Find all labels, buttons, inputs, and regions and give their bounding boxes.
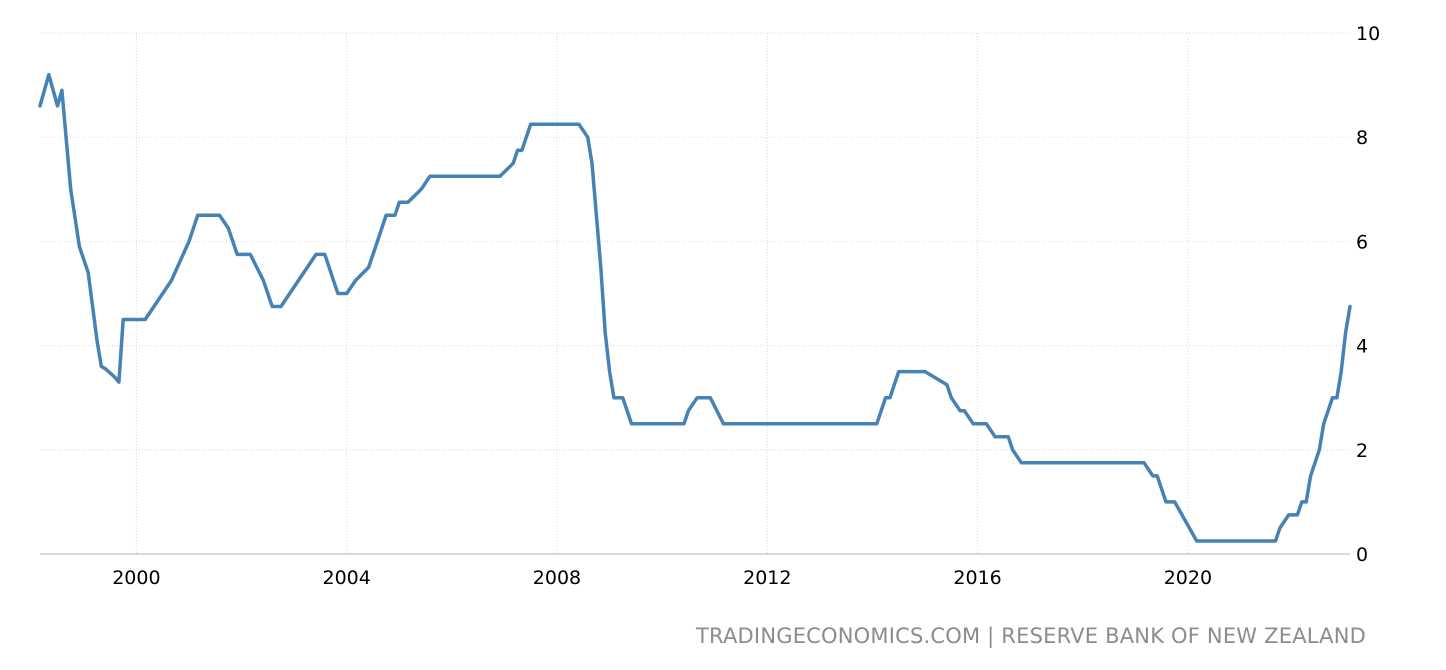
chart-series [38, 72, 1352, 543]
y-tick-label: 10 [1356, 23, 1380, 45]
source-attribution: TRADINGECONOMICS.COM | RESERVE BANK OF N… [696, 624, 1366, 648]
y-tick-label: 2 [1356, 440, 1368, 462]
chart-grid [40, 32, 1350, 554]
y-tick-label: 8 [1356, 127, 1368, 149]
y-tick-label: 4 [1356, 336, 1368, 358]
series-line [38, 72, 1352, 543]
y-tick-label: 6 [1356, 231, 1368, 253]
x-tick-label: 2000 [112, 567, 160, 589]
x-tick-label: 2020 [1164, 567, 1212, 589]
y-tick-label: 0 [1356, 544, 1368, 566]
x-tick-label: 2012 [743, 567, 791, 589]
x-tick-label: 2008 [533, 567, 581, 589]
x-tick-label: 2016 [953, 567, 1001, 589]
x-tick-label: 2004 [323, 567, 371, 589]
chart-axes: 0 2 4 6 8 10 2000 2004 2008 2012 2016 2020 [40, 23, 1380, 589]
